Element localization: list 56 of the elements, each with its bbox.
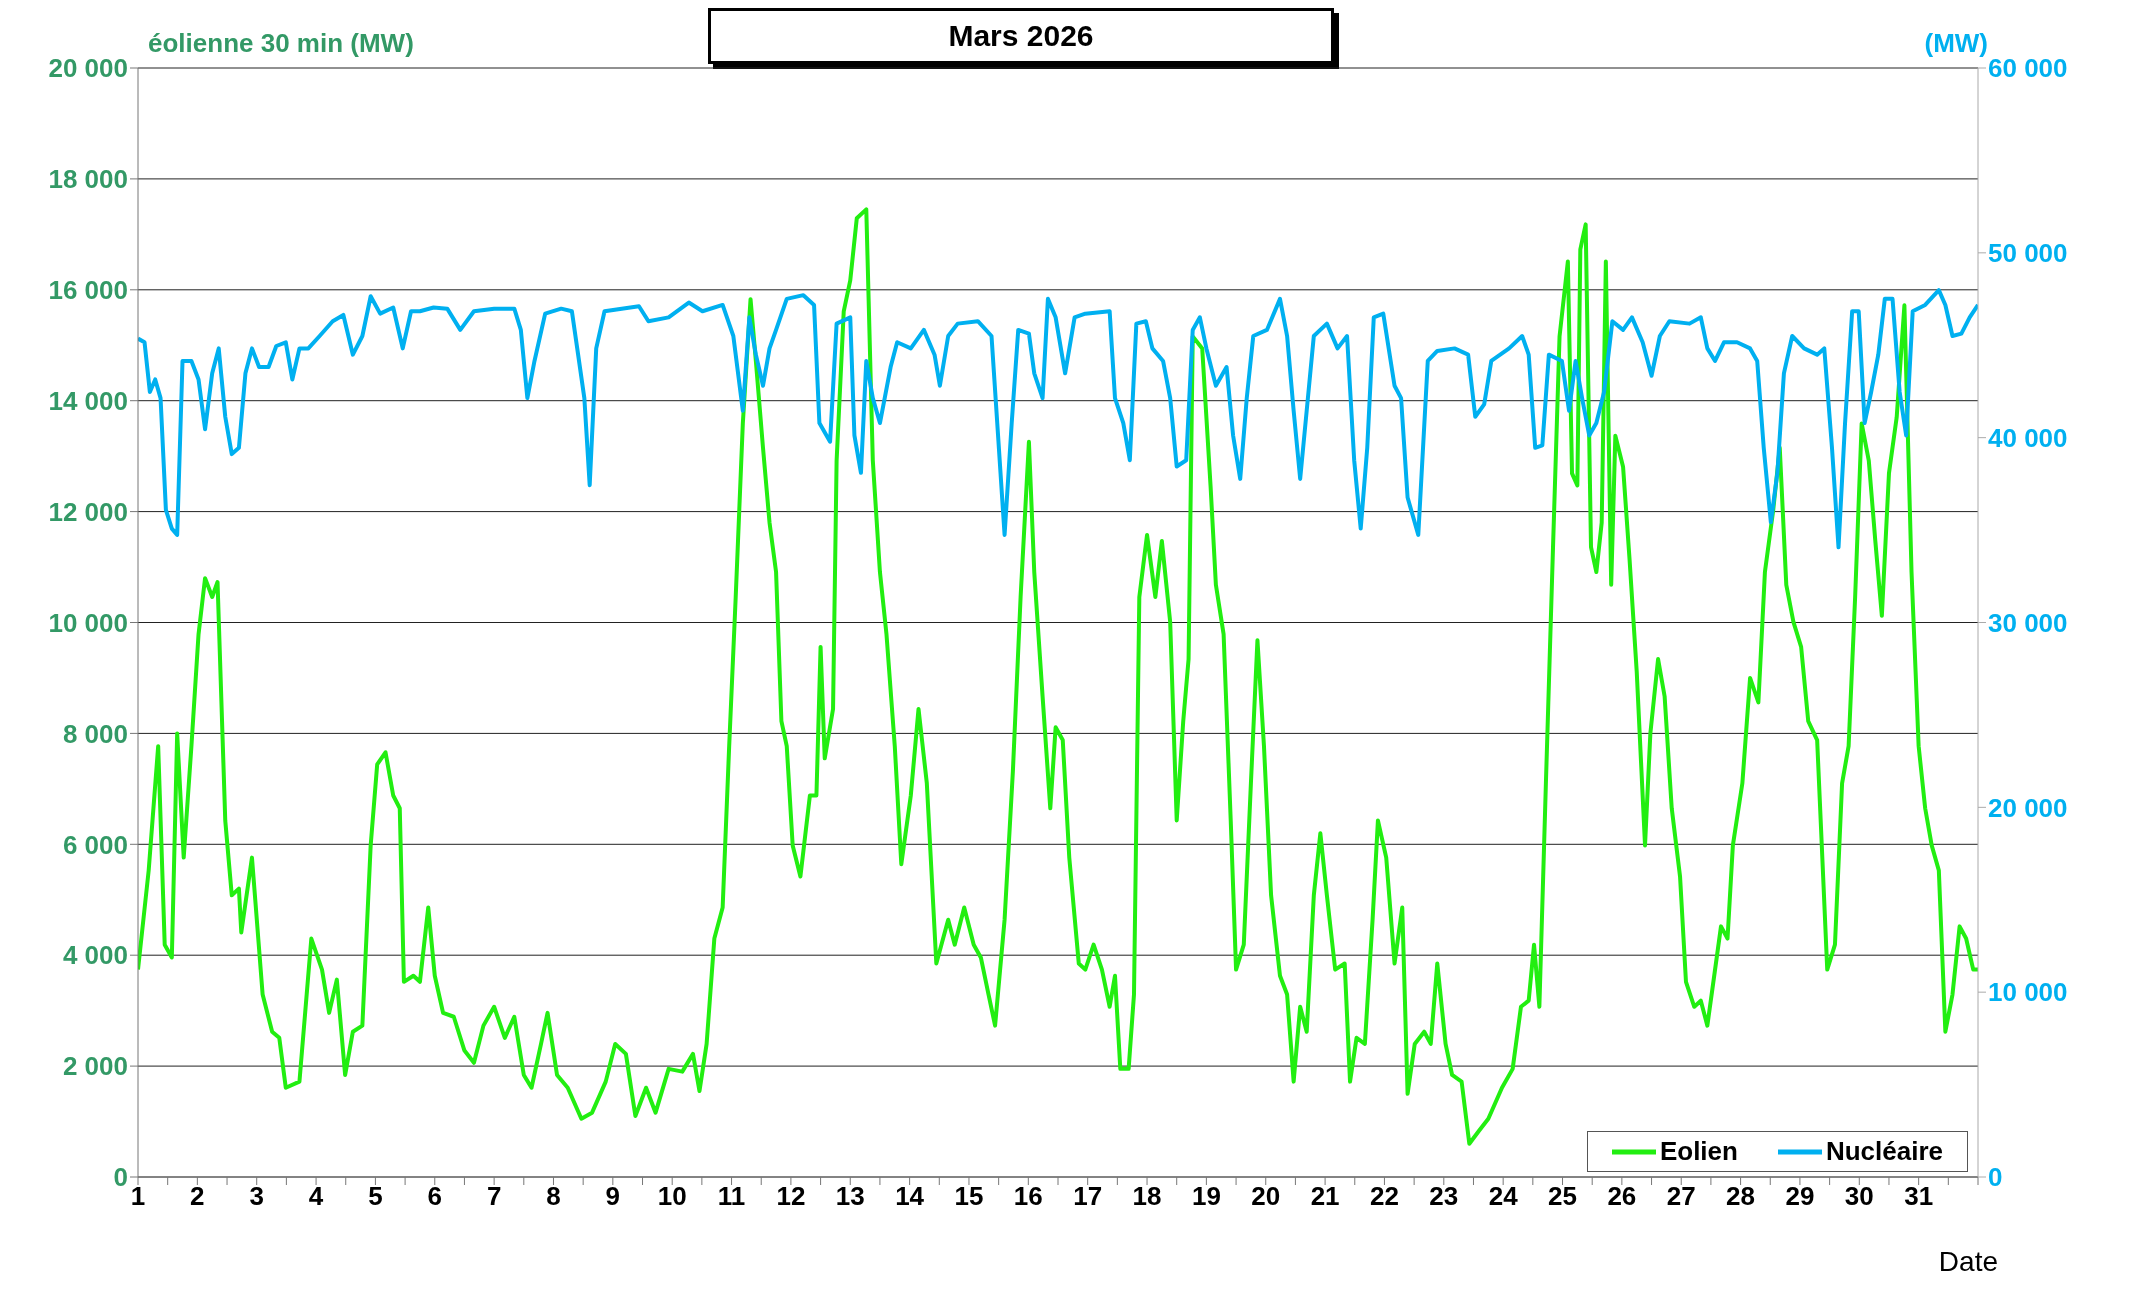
- x-tick-label: 25: [1548, 1181, 1577, 1212]
- y-tick-label: 2 000: [62, 1051, 128, 1082]
- x-tick-label: 8: [546, 1181, 561, 1212]
- x-tick-label: 6: [427, 1181, 443, 1212]
- y-tick-label: 14 000: [48, 385, 128, 416]
- y-tick-label: 8 000: [62, 718, 128, 749]
- x-tick-label: 18: [1132, 1181, 1162, 1212]
- x-tick-label: 3: [249, 1181, 264, 1212]
- y-tick-label: 4 000: [62, 940, 128, 971]
- x-tick-label: 16: [1013, 1181, 1043, 1212]
- x-tick-label: 21: [1310, 1181, 1340, 1212]
- x-tick-label: 24: [1488, 1181, 1519, 1212]
- legend-label: Nucléaire: [1825, 1136, 1943, 1167]
- x-tick-label: 2: [190, 1181, 205, 1212]
- x-tick-label: 30: [1844, 1181, 1874, 1212]
- y2-tick-label: 50 000: [1988, 238, 2068, 269]
- x-tick-label: 28: [1726, 1181, 1756, 1212]
- y-tick-label: 18 000: [48, 164, 128, 195]
- y2-tick-label: 20 000: [1988, 792, 2068, 823]
- x-tick-label: 27: [1666, 1181, 1696, 1212]
- y2-axis-title: (MW): [1924, 28, 1988, 59]
- x-tick-label: 23: [1429, 1181, 1459, 1212]
- x-tick-label: 26: [1607, 1181, 1637, 1212]
- y-tick-label: 16 000: [48, 275, 128, 306]
- x-tick-label: 13: [835, 1181, 865, 1212]
- y2-tick-label: 30 000: [1988, 607, 2068, 638]
- x-tick-label: 22: [1369, 1181, 1399, 1212]
- x-tick-label: 14: [895, 1181, 925, 1212]
- x-tick-label: 5: [368, 1181, 383, 1212]
- x-tick-label: 31: [1904, 1181, 1934, 1212]
- y2-tick-label: 10 000: [1988, 977, 2068, 1008]
- y-tick-label: 0: [113, 1162, 128, 1193]
- x-tick-label: 20: [1251, 1181, 1281, 1212]
- y2-tick-label: 60 000: [1988, 53, 2068, 84]
- x-tick-label: 10: [657, 1181, 687, 1212]
- x-tick-label: 1: [130, 1181, 146, 1212]
- line-series: [138, 288, 1978, 550]
- chart-title: Mars 2026: [708, 8, 1334, 64]
- x-tick-label: 17: [1073, 1181, 1103, 1212]
- x-tick-label: 12: [776, 1181, 806, 1212]
- x-tick-label: 15: [954, 1181, 984, 1212]
- x-tick-label: 19: [1191, 1181, 1221, 1212]
- y-tick-label: 20 000: [48, 53, 128, 84]
- y-tick-label: 12 000: [48, 496, 128, 527]
- x-tick-label: 9: [605, 1181, 621, 1212]
- x-tick-label: 11: [717, 1181, 746, 1212]
- y-tick-label: 10 000: [48, 607, 128, 638]
- x-tick-label: 4: [308, 1181, 324, 1212]
- x-axis-title: Date: [1938, 1246, 1998, 1278]
- y-axis-title: éolienne 30 min (MW): [148, 28, 414, 59]
- x-tick-label: 7: [486, 1181, 502, 1212]
- y2-tick-label: 0: [1988, 1162, 2003, 1193]
- x-tick-label: 29: [1785, 1181, 1815, 1212]
- y2-tick-label: 40 000: [1988, 422, 2068, 453]
- legend-label: Eolien: [1659, 1136, 1738, 1167]
- y-tick-label: 6 000: [62, 829, 128, 860]
